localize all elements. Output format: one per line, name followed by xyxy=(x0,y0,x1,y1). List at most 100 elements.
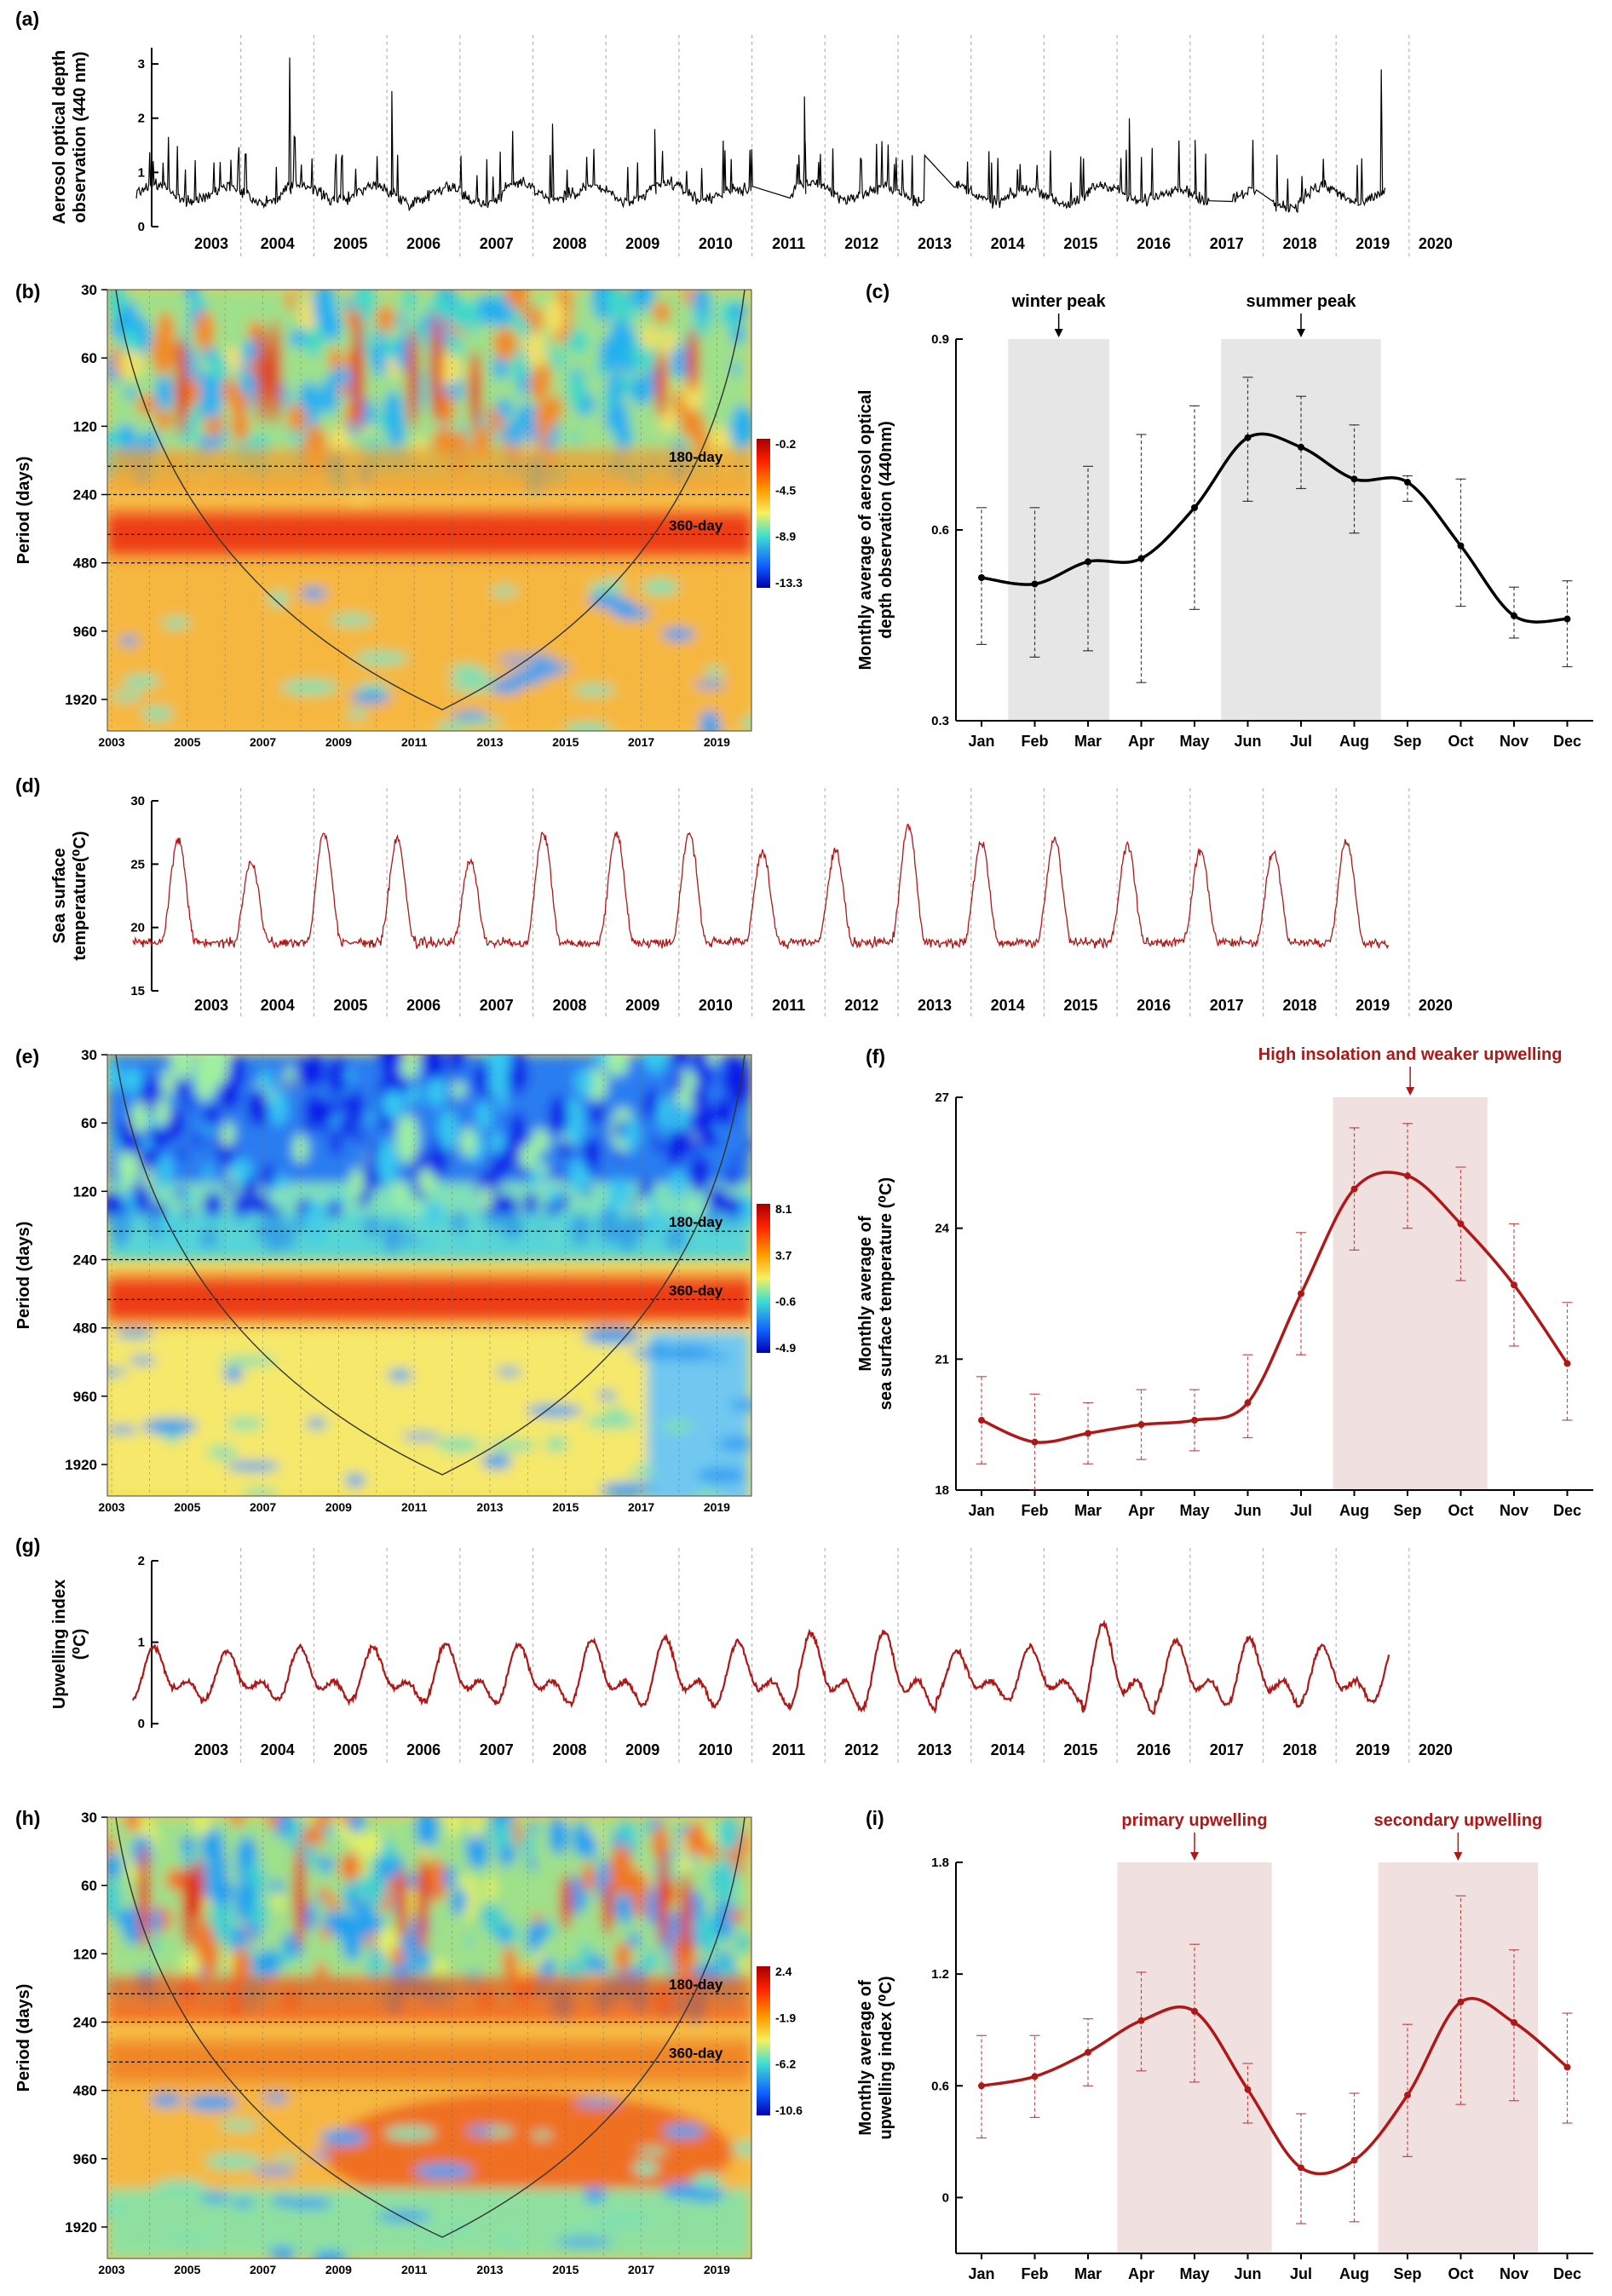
wavelet-year-label: 2003 xyxy=(98,1500,124,1514)
wavelet-year-label: 2009 xyxy=(325,2263,352,2276)
wavelet-blob xyxy=(218,2120,260,2131)
month-label: Jan xyxy=(968,733,994,750)
wavelet-blob xyxy=(492,1147,510,1180)
year-label: 2008 xyxy=(552,997,586,1014)
wavelet-year-label: 2009 xyxy=(325,735,352,749)
period-tick-label: 120 xyxy=(73,1946,97,1962)
wavelet-blob xyxy=(670,1167,686,1199)
wavelet-blob xyxy=(185,1094,194,1113)
wavelet-blob xyxy=(165,1867,185,1892)
wavelet-blob xyxy=(107,1904,118,1921)
wavelet-blob xyxy=(395,1113,419,1165)
wavelet-blob xyxy=(465,1823,486,1869)
wavelet-year-label: 2013 xyxy=(476,1500,503,1514)
year-label: 2014 xyxy=(991,1741,1025,1758)
wavelet-blob xyxy=(699,711,720,726)
wavelet-blob xyxy=(608,1177,631,1206)
y-tick-label: 0 xyxy=(942,2190,949,2205)
wavelet-blob xyxy=(486,2127,514,2137)
wavelet-blob xyxy=(125,1817,141,1833)
wavelet-blob xyxy=(563,722,612,731)
wavelet-blob xyxy=(323,1822,337,1841)
wavelet-hotspot xyxy=(269,319,282,427)
monthly-mean-point xyxy=(1191,2007,1198,2015)
wavelet-blob xyxy=(116,1908,127,1928)
wavelet-blob xyxy=(676,1103,690,1131)
month-label: Feb xyxy=(1021,2265,1048,2282)
wavelet-blob xyxy=(266,1817,279,1829)
wavelet-year-label: 2009 xyxy=(325,1500,352,1514)
wavelet-blob xyxy=(311,2151,331,2159)
y-tick-label: 3 xyxy=(138,57,145,72)
year-label: 2016 xyxy=(1137,997,1171,1014)
band-180 xyxy=(107,1213,751,1260)
month-label: Mar xyxy=(1074,1502,1102,1519)
monthly-mean-point xyxy=(1085,1430,1091,1437)
wavelet-blob xyxy=(605,1055,629,1077)
wavelet-blob xyxy=(330,1131,342,1156)
wavelet-blob xyxy=(204,1103,221,1127)
monthly-mean-point xyxy=(1244,434,1252,441)
wavelet-hotspot xyxy=(138,1844,151,1950)
wavelet-blob xyxy=(354,651,409,665)
period-tick-label: 120 xyxy=(73,1183,97,1200)
month-label: Feb xyxy=(1021,1502,1048,1519)
wavelet-blob xyxy=(652,301,671,324)
wavelet-blob xyxy=(617,422,633,451)
wavelet-blob xyxy=(573,1821,590,1857)
wavelet-blob xyxy=(262,2092,289,2103)
monthly-mean-point xyxy=(1244,2086,1252,2093)
year-label: 2011 xyxy=(772,235,805,252)
wavelet-blob xyxy=(122,675,161,688)
wavelet-blob xyxy=(221,1122,235,1147)
wavelet-blob xyxy=(642,1950,658,1972)
wavelet-blob xyxy=(286,403,307,433)
aod-series-line xyxy=(135,57,1386,214)
wavelet-blob xyxy=(640,325,659,350)
month-label: Jun xyxy=(1234,2265,1261,2282)
year-label: 2007 xyxy=(480,235,514,252)
y-tick-label: 0.9 xyxy=(931,332,949,347)
year-label: 2011 xyxy=(772,1741,805,1758)
wavelet-blob xyxy=(413,2163,474,2179)
wavelet-year-label: 2015 xyxy=(552,1500,579,1514)
wavelet-blob xyxy=(515,404,540,432)
wavelet-blob xyxy=(630,1465,656,1477)
month-label: Feb xyxy=(1021,733,1048,750)
year-label: 2010 xyxy=(699,1741,733,1758)
wavelet-blob xyxy=(124,386,136,400)
wavelet-year-label: 2007 xyxy=(250,2263,276,2276)
month-label: Jul xyxy=(1290,2265,1312,2282)
wavelet-blob xyxy=(567,329,589,354)
year-label: 2003 xyxy=(194,997,228,1014)
wavelet-blob xyxy=(671,1911,681,1926)
wavelet-year-label: 2005 xyxy=(174,2263,200,2276)
wavelet-blob xyxy=(574,2098,620,2107)
panel-label-b: (b) xyxy=(15,280,40,302)
wavelet-blob xyxy=(670,344,692,379)
colorbar-tick-label: -6.2 xyxy=(775,2057,796,2071)
month-label: Mar xyxy=(1074,2265,1102,2282)
wavelet-hotspot xyxy=(687,327,699,393)
panel-b-aod-wavelet: 180-day 360-day 30 60 120 240 480 960 1920 2003 20… xyxy=(14,282,803,749)
wavelet-blob xyxy=(161,1068,176,1098)
wavelet-blob xyxy=(653,1096,673,1125)
wavelet-plot-area xyxy=(107,290,751,731)
wavelet-blob xyxy=(231,408,250,443)
wavelet-blob xyxy=(348,1817,366,1833)
colorbar-tick-label: -13.3 xyxy=(775,576,803,590)
wavelet-blob xyxy=(226,1461,280,1471)
year-label: 2014 xyxy=(991,997,1025,1014)
wavelet-blob xyxy=(355,682,392,692)
wavelet-blob xyxy=(199,2193,231,2203)
wavelet-blob xyxy=(355,1900,376,1939)
wavelet-blob xyxy=(194,1817,210,1836)
wavelet-blob xyxy=(599,335,623,371)
wavelet-blob xyxy=(490,586,518,596)
wavelet-blob xyxy=(487,1071,509,1097)
wavelet-hotspot xyxy=(181,1863,194,1947)
wavelet-blob xyxy=(181,1835,195,1856)
year-label: 2006 xyxy=(406,1741,440,1758)
monthly-mean-point xyxy=(1457,542,1465,550)
year-label: 2009 xyxy=(625,235,659,252)
